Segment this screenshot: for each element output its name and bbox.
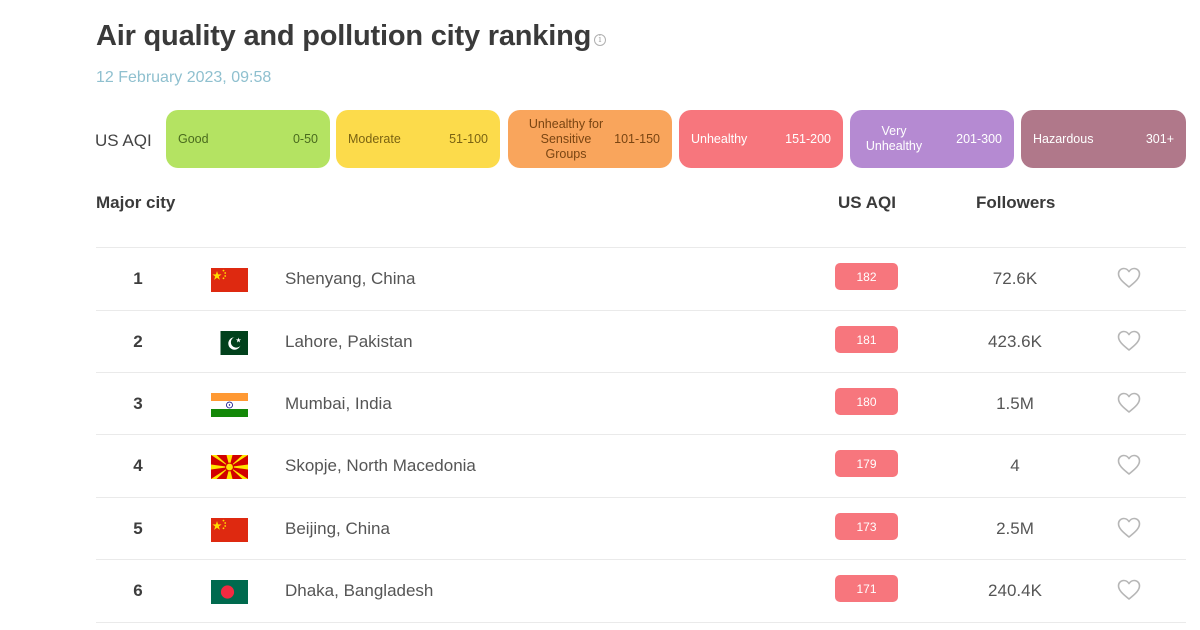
aqi-level-unhealthy: Unhealthy 151-200 <box>679 110 843 168</box>
aqi-level-name: Very Unhealthy <box>865 124 923 153</box>
aqi-level-name: Good <box>178 131 209 146</box>
followers-count: 1.5M <box>996 394 1034 413</box>
rank-number: 2 <box>133 332 143 351</box>
heart-outline-icon[interactable] <box>1117 454 1141 476</box>
city-name-link[interactable]: Dhaka, Bangladesh <box>285 581 434 600</box>
china-flag-icon <box>211 268 248 292</box>
city-name-link[interactable]: Shenyang, China <box>285 269 416 288</box>
aqi-level-name: Moderate <box>348 131 401 146</box>
aqi-level-moderate: Moderate 51-100 <box>336 110 500 168</box>
page-title: Air quality and pollution city ranking <box>96 20 592 52</box>
rank-number: 4 <box>133 456 143 475</box>
info-icon[interactable]: i <box>594 34 606 46</box>
rank-number: 5 <box>133 519 143 538</box>
table-row[interactable]: 5 Beijing, China 173 2.5M <box>96 497 1186 560</box>
followers-count: 4 <box>1010 456 1020 475</box>
aqi-level-range: 201-300 <box>956 132 1002 146</box>
aqi-badge: 173 <box>835 513 898 540</box>
aqi-level-name: Hazardous <box>1033 131 1094 146</box>
china-flag-icon <box>211 518 248 542</box>
aqi-badge: 181 <box>835 326 898 353</box>
timestamp: 12 February 2023, 09:58 <box>96 69 272 86</box>
aqi-level-sensitive: Unhealthy for Sensitive Groups 101-150 <box>508 110 672 168</box>
aqi-level-name: Unhealthy <box>691 131 748 146</box>
aqi-badge: 180 <box>835 388 898 415</box>
rank-number: 6 <box>133 581 143 600</box>
north-macedonia-flag-icon <box>211 455 248 479</box>
aqi-badge: 182 <box>835 263 898 290</box>
followers-count: 72.6K <box>992 269 1038 288</box>
column-header-followers[interactable]: Followers <box>976 193 1056 212</box>
rank-number: 3 <box>133 394 143 413</box>
heart-outline-icon[interactable] <box>1117 267 1141 289</box>
heart-outline-icon[interactable] <box>1117 517 1141 539</box>
rank-number: 1 <box>133 269 143 288</box>
aqi-scale-label: US AQI <box>95 131 152 150</box>
aqi-level-range: 0-50 <box>292 132 318 146</box>
column-header-aqi[interactable]: US AQI <box>838 193 896 212</box>
aqi-level-good: Good 0-50 <box>166 110 330 168</box>
city-name-link[interactable]: Skopje, North Macedonia <box>285 456 476 475</box>
aqi-level-range: 301+ <box>1145 132 1174 146</box>
followers-count: 240.4K <box>988 581 1042 600</box>
pakistan-flag-icon <box>211 331 248 355</box>
table-row[interactable]: 1 Shenyang, China 182 72.6K <box>96 247 1186 310</box>
aqi-level-very-unhealthy: Very Unhealthy 201-300 <box>850 110 1014 168</box>
followers-count: 423.6K <box>988 332 1042 351</box>
aqi-level-range: 51-100 <box>449 132 488 146</box>
table-row[interactable]: 3 Mumbai, India 180 1.5M <box>96 372 1186 435</box>
city-name-link[interactable]: Lahore, Pakistan <box>285 332 413 351</box>
city-name-link[interactable]: Beijing, China <box>285 519 390 538</box>
aqi-badge: 179 <box>835 450 898 477</box>
aqi-badge: 171 <box>835 575 898 602</box>
india-flag-icon <box>211 393 248 417</box>
bangladesh-flag-icon <box>211 580 248 604</box>
heart-outline-icon[interactable] <box>1117 330 1141 352</box>
table-row[interactable]: 2 Lahore, Pakistan 181 423.6K <box>96 310 1186 373</box>
followers-count: 2.5M <box>996 519 1034 538</box>
aqi-level-hazardous: Hazardous 301+ <box>1021 110 1186 168</box>
table-row[interactable]: 6 Dhaka, Bangladesh 171 240.4K <box>96 559 1186 623</box>
heart-outline-icon[interactable] <box>1117 392 1141 414</box>
aqi-level-name: Unhealthy for Sensitive Groups <box>528 116 604 161</box>
table-row[interactable]: 4 Skopje, North Macedonia 179 4 <box>96 434 1186 497</box>
column-header-city: Major city <box>96 193 176 212</box>
heart-outline-icon[interactable] <box>1117 579 1141 601</box>
aqi-level-range: 151-200 <box>785 132 831 146</box>
aqi-level-range: 101-150 <box>614 132 660 146</box>
city-name-link[interactable]: Mumbai, India <box>285 394 392 413</box>
